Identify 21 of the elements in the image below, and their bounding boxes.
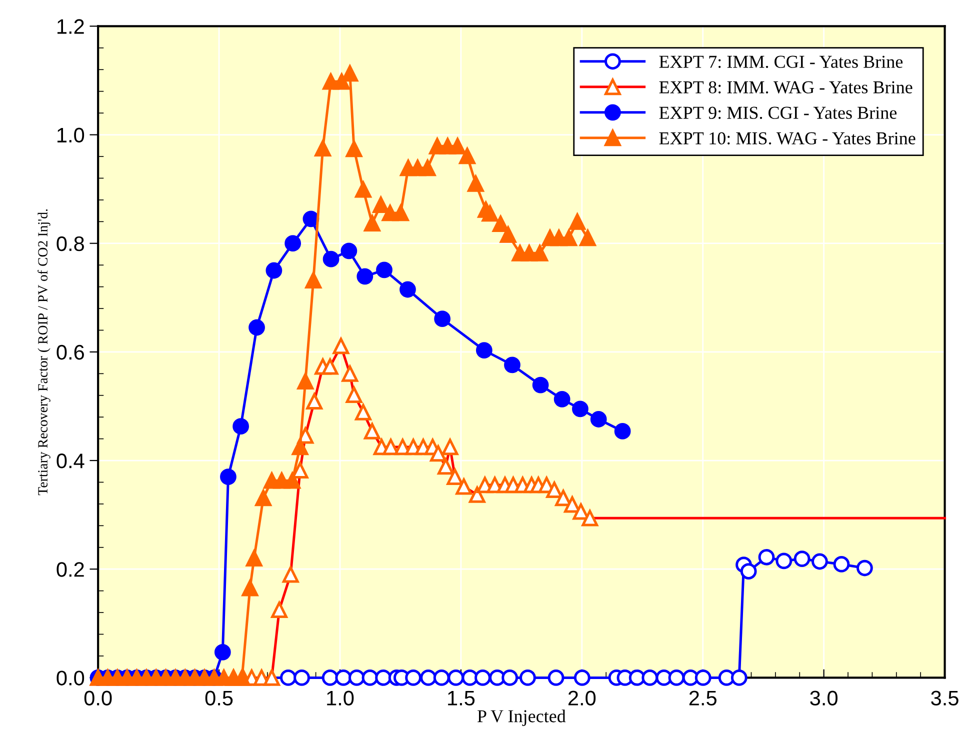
y-tick-label: 1.0	[58, 128, 84, 143]
legend-label: EXPT 9: MIS. CGI - Yates Brine	[659, 106, 897, 119]
x-tick-label: 1.0	[327, 690, 354, 706]
y-tick-label: 0.6	[56, 344, 84, 360]
x-tick-label: 0.0	[84, 690, 112, 706]
y-tick-label: 1.2	[58, 19, 84, 34]
y-tick-label: 0.0	[56, 670, 84, 686]
x-tick-label: 0.5	[205, 690, 233, 706]
x-tick-label: 1.5	[448, 690, 475, 706]
x-tick-label: 2.0	[568, 690, 596, 706]
legend-label: EXPT 10: MIS. WAG - Yates Brine	[659, 132, 916, 145]
x-tick-label: 3.0	[810, 690, 838, 706]
x-tick-label: 3.5	[931, 690, 958, 706]
y-tick-label: 0.8	[56, 236, 84, 252]
y-tick-label: 0.2	[56, 562, 84, 577]
legend-label: EXPT 7: IMM. CGI - Yates Brine	[659, 56, 903, 68]
y-tick-label: 0.4	[56, 454, 84, 468]
y-axis-title: Tertiary Recovery Factor ( ROIP / PV of CO2 Inj'd.	[38, 209, 50, 496]
x-axis-title: P V Injected	[477, 710, 566, 726]
legend-label: EXPT 8: IMM. WAG - Yates Brine	[659, 81, 912, 94]
x-tick-label: 2.5	[689, 690, 716, 706]
